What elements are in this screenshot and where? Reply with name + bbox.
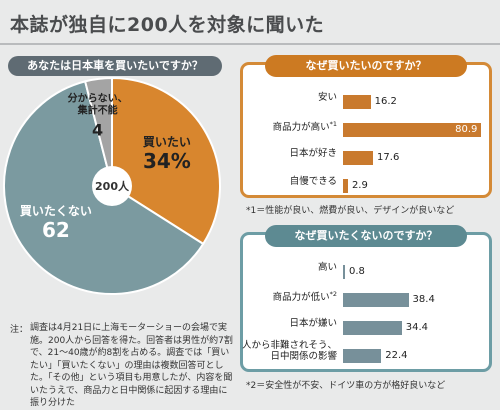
footnote-1: *1＝性能が良い、燃費が良い、デザインが良いなど [246,206,455,216]
bar [343,123,482,137]
bar-label-mark: *1 [329,120,337,128]
bar [343,179,348,193]
pie-center-label: 200人 [95,179,130,193]
pie-slice-label-1: 買いたくない [20,204,92,218]
bar-row: 商品力が高い*1 80.9 [243,120,489,139]
bar [343,349,382,363]
reasons-not-buy-title: なぜ買いたくないのですか？ [265,225,467,247]
bar-row: 商品力が低い*2 38.4 [243,290,489,309]
bar-label-mark: *2 [329,290,337,298]
bar [343,151,374,165]
pie-slice-value-0: 34% [143,149,191,173]
bar-value: 17.6 [377,152,400,163]
bar-value: 80.9 [455,124,478,135]
bar-row: 安い 16.2 [243,92,489,111]
pie-slice-label-0: 買いたい [143,135,191,149]
bar-row: 日本が嫌い 34.4 [243,318,489,337]
bar [343,95,371,109]
title-divider [0,43,500,45]
bar-row: 日本が好き 17.6 [243,148,489,167]
bar-label: 安い [317,92,337,103]
bar-value: 0.8 [349,266,365,277]
bar [343,321,402,335]
bar [343,293,409,307]
bar-label: 日本が嫌い [289,318,337,329]
bar-row: 高い 0.8 [243,262,489,281]
bar-label: 自慢できる [289,176,337,187]
pie-slice-2 [83,76,113,187]
bar-label: 高い [317,262,337,273]
bar-value: 16.2 [374,96,397,107]
bar-label: 日本が好き [289,148,337,159]
page-title: 本誌が独自に200人を対象に聞いた [10,14,325,36]
bar-value: 22.4 [385,350,408,361]
reasons-buy-title: なぜ買いたいのですか？ [265,55,467,77]
pie-slice-value-2: 4 [92,121,103,140]
reasons-buy-panel: なぜ買いたいのですか？ 安い 16.2 商品力が高い*1 80.9 日本が好き 17.6 自… [240,55,492,198]
bar-label: 商品力が高い*1 [272,120,337,134]
pie-question: あなたは日本車を買いたいですか？ [8,56,222,76]
bar-value: 2.9 [351,180,368,191]
footnote-2: *2＝安全性が不安、ドイツ車の方が格好良いなど [246,381,446,391]
pie-slice-value-1: 62 [42,218,70,242]
bar-value: 34.4 [405,322,428,333]
pie-slice-label-2: 分からない、 [68,92,128,105]
bar-label: 商品力が低い*2 [272,290,337,304]
bar-row: 人から非難されそう、 日中関係の影響 22.4 [242,340,489,365]
note-mark: 注： [10,325,29,335]
bar [343,265,345,279]
pie-center [92,166,132,206]
survey-note: 調査は4月21日に上海モーターショーの会場で実施。200人から回答を得た。回答者… [30,323,233,408]
reasons-not-buy-panel: なぜ買いたくないのですか？ 高い 0.8 商品力が低い*2 38.4 日本が嫌い 34.4… [240,225,492,372]
bar-row: 自慢できる 2.9 [243,176,489,195]
bar-label: 人から非難されそう、 日中関係の影響 [241,340,337,362]
pie-slice-label-2: 集計不能 [77,104,118,117]
bar-value: 38.4 [412,294,435,305]
